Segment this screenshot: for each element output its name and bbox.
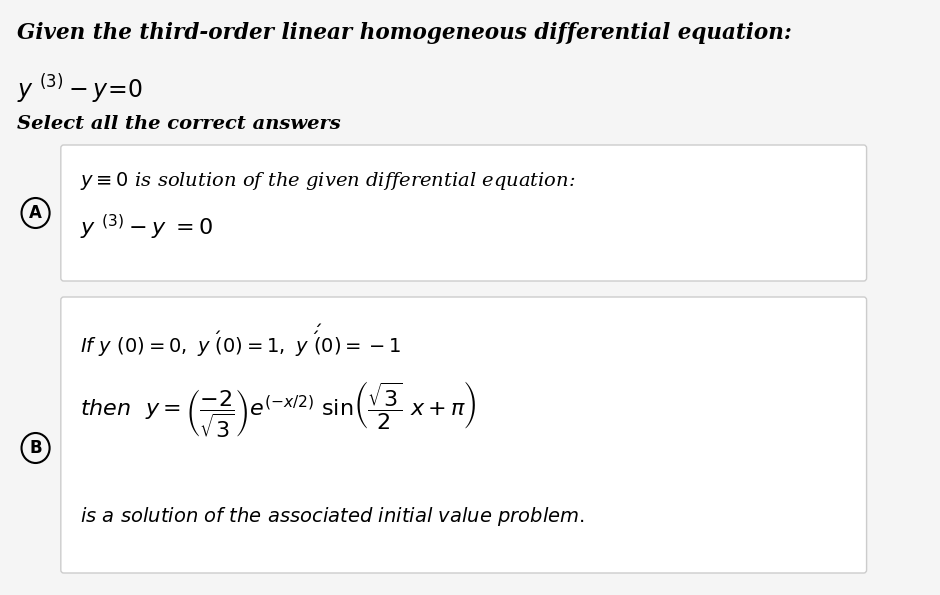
- Text: Select all the correct answers: Select all the correct answers: [17, 115, 340, 133]
- Text: $y \equiv 0$ is solution of the given differential equation:: $y \equiv 0$ is solution of the given di…: [81, 170, 576, 192]
- Text: $\mathit{then}\ \ y = \left(\dfrac{-2}{\sqrt{3}}\right) e^{(-x/2)}\ \sin\!\left(: $\mathit{then}\ \ y = \left(\dfrac{-2}{\…: [81, 380, 478, 440]
- FancyBboxPatch shape: [61, 297, 867, 573]
- Text: Given the third-order linear homogeneous differential equation:: Given the third-order linear homogeneous…: [17, 22, 791, 44]
- FancyBboxPatch shape: [61, 145, 867, 281]
- Text: $\mathit{is\ a\ solution\ of\ the\ associated\ initial\ value\ problem.}$: $\mathit{is\ a\ solution\ of\ the\ assoc…: [81, 505, 585, 528]
- Text: $y\ ^{(3)} - y\!=\!0$: $y\ ^{(3)} - y\!=\!0$: [17, 72, 143, 105]
- Text: A: A: [29, 204, 42, 222]
- Text: $y\ ^{(3)} - y\ = 0$: $y\ ^{(3)} - y\ = 0$: [81, 213, 214, 242]
- Text: $\mathit{If}\ y\ (0) = 0,\ y\ \'(0) = 1,\ y\ \'\'(0) = -1$: $\mathit{If}\ y\ (0) = 0,\ y\ \'(0) = 1,…: [81, 322, 401, 359]
- Text: B: B: [29, 439, 42, 457]
